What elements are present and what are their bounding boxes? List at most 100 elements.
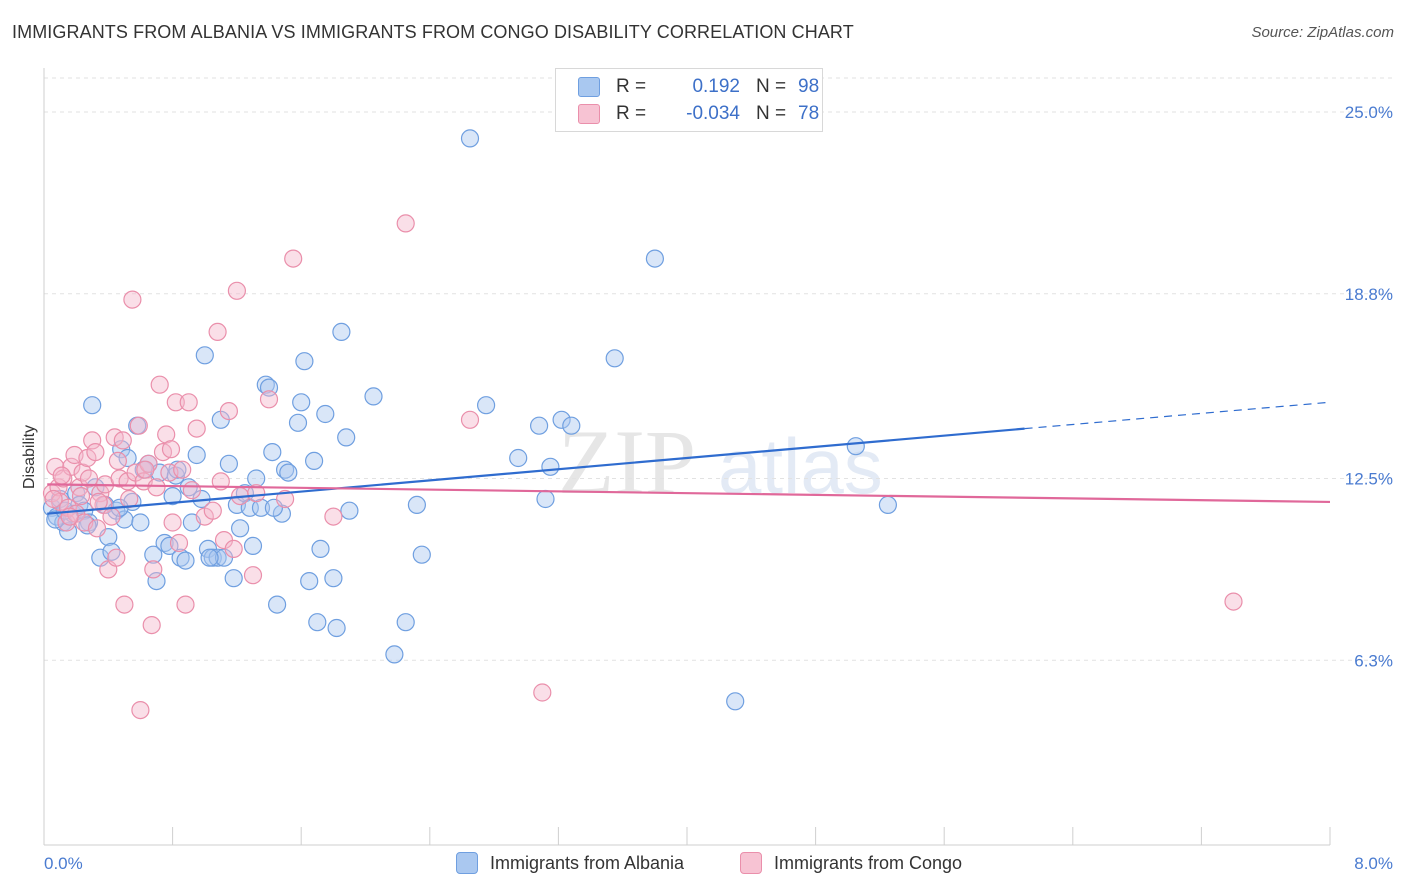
- point-albania: [83, 396, 102, 415]
- point-congo: [147, 478, 166, 497]
- point-congo: [396, 214, 415, 233]
- point-albania: [460, 129, 480, 148]
- series-legend: Immigrants from Albania Immigrants from …: [0, 852, 1406, 878]
- stats-legend: R = 0.192 N = 98 R = -0.034 N = 78: [555, 68, 823, 132]
- legend-swatch-albania: [578, 77, 600, 97]
- point-congo: [123, 290, 142, 309]
- watermark: ZIP atlas: [558, 411, 883, 513]
- axes: [43, 68, 1331, 846]
- legend-swatch-congo: [740, 852, 762, 874]
- legend-n-label: N =: [756, 103, 787, 124]
- point-congo: [247, 484, 266, 503]
- point-albania: [878, 495, 898, 514]
- x-tick-label: 0.0%: [44, 854, 83, 873]
- point-congo: [107, 548, 126, 567]
- point-congo: [71, 487, 91, 506]
- point-congo: [1224, 592, 1243, 611]
- point-albania: [324, 569, 343, 588]
- point-albania: [144, 545, 163, 564]
- point-congo: [179, 393, 198, 412]
- point-congo: [182, 481, 201, 500]
- point-albania: [645, 249, 665, 268]
- point-albania: [412, 545, 431, 564]
- point-albania: [256, 375, 275, 394]
- point-congo: [173, 460, 192, 479]
- legend-label-congo: Immigrants from Congo: [774, 852, 963, 873]
- point-congo: [87, 519, 107, 538]
- point-albania: [327, 618, 346, 638]
- point-albania: [316, 404, 335, 424]
- point-congo: [163, 513, 182, 532]
- point-congo: [142, 615, 161, 635]
- point-albania: [337, 428, 356, 447]
- y-axis-label: Disability: [21, 425, 38, 489]
- legend-n-label: N =: [756, 76, 787, 97]
- point-albania: [308, 613, 327, 632]
- point-albania: [385, 645, 404, 664]
- x-tick-label: 8.0%: [1354, 854, 1393, 873]
- y-tick-label: 25.0%: [1345, 103, 1393, 122]
- point-albania: [171, 548, 190, 567]
- legend-r-value: 0.192: [692, 76, 740, 97]
- legend-row-albania: R = 0.192 N = 98: [578, 75, 819, 99]
- point-albania: [340, 501, 359, 520]
- point-congo: [219, 402, 238, 421]
- tick-labels: 6.3% 12.5% 18.8% 25.0% 0.0% 8.0%: [44, 103, 1393, 873]
- point-congo: [259, 390, 279, 409]
- point-albania: [147, 571, 166, 591]
- point-albania: [305, 451, 324, 470]
- point-albania: [102, 542, 121, 561]
- watermark-zip: ZIP: [558, 411, 696, 513]
- point-albania: [243, 536, 263, 556]
- point-albania: [311, 539, 330, 559]
- point-albania: [407, 495, 426, 514]
- point-albania: [231, 519, 250, 538]
- point-congo: [89, 492, 108, 511]
- point-albania: [541, 457, 560, 476]
- y-tick-label: 18.8%: [1345, 285, 1393, 304]
- point-albania: [200, 548, 219, 567]
- point-congo: [113, 431, 132, 450]
- point-albania: [276, 460, 295, 479]
- point-albania: [300, 571, 319, 591]
- point-congo: [203, 501, 222, 520]
- point-albania: [509, 448, 528, 468]
- point-congo: [284, 249, 303, 268]
- point-albania: [155, 533, 174, 553]
- point-albania: [396, 613, 415, 632]
- chart-source: Source: ZipAtlas.com: [1251, 24, 1394, 41]
- point-congo: [86, 443, 105, 462]
- point-congo: [324, 507, 343, 526]
- point-congo: [161, 440, 181, 459]
- point-congo: [224, 539, 243, 559]
- point-albania: [477, 396, 496, 415]
- legend-label-albania: Immigrants from Albania: [490, 852, 685, 873]
- legend-item-congo: Immigrants from Congo: [740, 852, 962, 874]
- point-congo: [276, 489, 295, 509]
- point-albania: [279, 463, 298, 482]
- point-albania: [536, 489, 555, 509]
- point-congo: [144, 560, 163, 579]
- point-congo: [176, 595, 195, 614]
- point-congo: [150, 375, 169, 394]
- point-congo: [169, 533, 189, 553]
- point-congo: [157, 425, 176, 444]
- legend-n-value: 98: [798, 76, 820, 97]
- trend-line-congo: [47, 483, 1331, 504]
- trend-lines: [47, 401, 1331, 515]
- point-albania: [187, 445, 206, 465]
- point-albania: [195, 346, 214, 365]
- point-congo: [79, 469, 99, 488]
- watermark-atlas: atlas: [718, 422, 883, 510]
- point-congo: [129, 416, 148, 435]
- legend-r-label: R =: [616, 76, 647, 97]
- legend-swatch-congo: [578, 104, 600, 124]
- point-albania: [529, 416, 549, 435]
- point-albania: [332, 322, 351, 341]
- point-congo: [115, 595, 134, 614]
- series-albania: [42, 129, 898, 711]
- legend-swatch-albania: [456, 852, 478, 874]
- point-congo: [533, 683, 552, 702]
- point-congo: [52, 466, 71, 485]
